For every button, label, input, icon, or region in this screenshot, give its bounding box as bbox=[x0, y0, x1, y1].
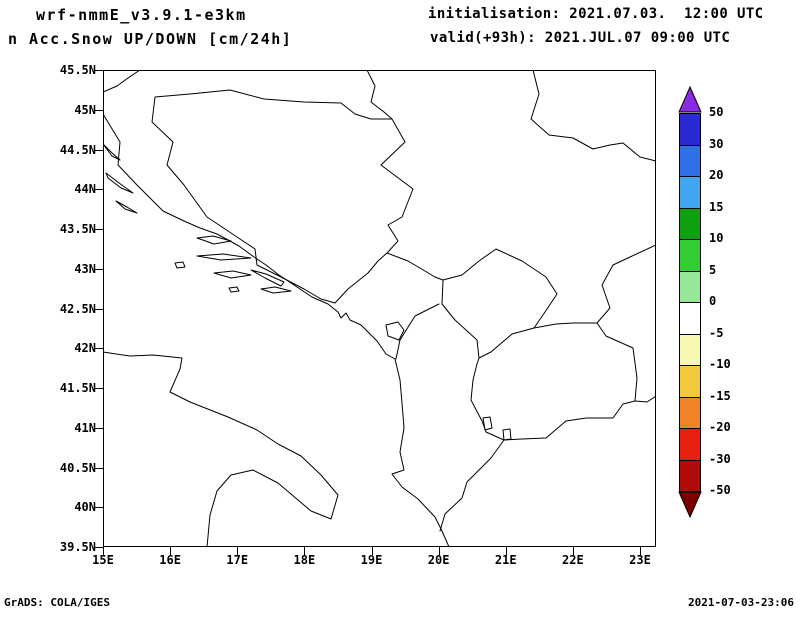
y-axis-tick-label: 40N bbox=[74, 500, 96, 515]
colorbar-segment bbox=[679, 428, 701, 461]
colorbar-arrow-bottom bbox=[678, 491, 702, 518]
x-axis-tick-label: 22E bbox=[562, 553, 584, 567]
border-serbia-romania bbox=[530, 70, 656, 162]
y-axis-tick-mark bbox=[95, 189, 103, 191]
border-montenegro-albania bbox=[395, 303, 440, 360]
init-time-label: initialisation: 2021.07.03. 12:00 UTC bbox=[428, 6, 764, 22]
colorbar-segment bbox=[679, 365, 701, 398]
colorbar-tick-label: -10 bbox=[709, 357, 731, 371]
grads-credit: GrADS: COLA/IGES bbox=[4, 596, 110, 609]
colorbar-tick-label: 30 bbox=[709, 136, 724, 151]
colorbar-tick-label: -50 bbox=[709, 483, 731, 497]
valid-time-label: valid(+93h): 2021.JUL.07 09:00 UTC bbox=[430, 30, 731, 46]
border-greece-bulgaria bbox=[634, 395, 656, 403]
y-axis-tick-label: 41.5N bbox=[59, 381, 96, 395]
colorbar-tick-label: -15 bbox=[709, 388, 731, 403]
y-axis-tick-mark bbox=[95, 109, 103, 111]
colorbar-tick-label: 15 bbox=[709, 199, 724, 214]
border-serbia-bulgaria bbox=[596, 244, 656, 324]
y-axis-tick-mark bbox=[95, 507, 103, 509]
coastline-croatia-montenegro-albania bbox=[103, 113, 450, 547]
colorbar-arrow-top bbox=[678, 86, 702, 113]
y-axis-tick-mark bbox=[95, 547, 103, 548]
coastline-italy bbox=[103, 351, 339, 547]
y-axis-tick-label: 45.5N bbox=[59, 63, 96, 77]
y-axis-tick-label: 40.5N bbox=[59, 460, 96, 475]
colorbar-tick-label: 20 bbox=[709, 168, 724, 182]
adriatic-islands bbox=[103, 143, 292, 294]
colorbar-segment bbox=[679, 396, 701, 429]
border-bosnia bbox=[151, 89, 393, 304]
y-axis-tick-mark bbox=[95, 268, 103, 270]
colorbar-tick-label: 0 bbox=[709, 294, 717, 308]
y-axis-tick-label: 43.5N bbox=[59, 222, 96, 236]
y-axis-tick-label: 42.5N bbox=[59, 301, 96, 316]
lakes-shkoder-ohrid-prespa bbox=[385, 321, 512, 441]
y-axis-tick-label: 42N bbox=[74, 341, 96, 356]
x-axis-tick-mark bbox=[371, 547, 373, 555]
y-axis-tick-mark bbox=[95, 229, 103, 230]
y-axis-tick-label: 44N bbox=[74, 182, 96, 197]
x-axis-tick-mark bbox=[572, 547, 574, 555]
border-croatia-serbia bbox=[366, 70, 393, 120]
border-montenegro-serbia bbox=[386, 252, 444, 281]
colorbar-tick-label: 5 bbox=[709, 262, 717, 277]
x-axis-tick-mark bbox=[103, 547, 104, 555]
x-axis-tick-mark bbox=[237, 547, 239, 555]
y-axis-tick-mark bbox=[95, 308, 103, 310]
border-albania-greece bbox=[439, 439, 505, 532]
colorbar-tick-label: -5 bbox=[709, 325, 724, 340]
x-axis-tick-label: 23E bbox=[629, 553, 651, 567]
border-serbia-macedonia bbox=[533, 322, 598, 329]
product-title: n Acc.Snow UP/DOWN [cm/24h] bbox=[8, 30, 293, 48]
border-macedonia-greece bbox=[503, 400, 636, 441]
x-axis-tick-label: 18E bbox=[293, 553, 316, 567]
x-axis-tick-label: 19E bbox=[360, 553, 383, 567]
x-axis-tick-label: 15E bbox=[92, 553, 114, 567]
creation-timestamp: 2021-07-03-23:06 bbox=[688, 596, 794, 609]
colorbar-tick-label: -30 bbox=[709, 451, 731, 466]
y-axis-tick-mark bbox=[95, 149, 103, 151]
map-plot bbox=[103, 70, 656, 547]
colorbar-segment bbox=[679, 270, 701, 303]
colorbar-tick-label: -20 bbox=[709, 420, 731, 434]
y-axis-tick-label: 41N bbox=[74, 420, 96, 435]
y-axis-tick-mark bbox=[95, 70, 103, 71]
colorbar-segment bbox=[679, 144, 701, 177]
border-albania-macedonia bbox=[470, 357, 505, 441]
x-axis-tick-label: 16E bbox=[159, 553, 181, 567]
y-axis-tick-label: 43N bbox=[74, 261, 96, 276]
y-axis-tick-mark bbox=[95, 388, 103, 389]
colorbar-segment bbox=[679, 113, 701, 146]
colorbar-tick-label: 50 bbox=[709, 105, 724, 119]
x-axis-tick-mark bbox=[170, 547, 172, 555]
x-axis-tick-mark bbox=[505, 547, 507, 555]
x-axis-tick-mark bbox=[304, 547, 306, 555]
colorbar-segment bbox=[679, 459, 701, 492]
colorbar-segment bbox=[679, 302, 701, 335]
y-axis-tick-mark bbox=[95, 427, 103, 429]
border-macedonia-bulgaria bbox=[596, 322, 638, 402]
x-axis-tick-label: 21E bbox=[494, 553, 517, 567]
model-title: wrf-nmmE_v3.9.1-e3km bbox=[36, 6, 247, 24]
colorbar-segment bbox=[679, 207, 701, 240]
y-axis-tick-mark bbox=[95, 467, 103, 469]
x-axis-tick-label: 17E bbox=[226, 553, 249, 567]
border-slovenia-croatia bbox=[103, 70, 141, 93]
colorbar-segment bbox=[679, 239, 701, 272]
colorbar-segment bbox=[679, 176, 701, 209]
border-kosovo bbox=[441, 248, 558, 359]
map-frame bbox=[103, 70, 656, 547]
colorbar-tick-label: 10 bbox=[709, 231, 724, 245]
x-axis-tick-mark bbox=[640, 547, 641, 555]
border-drina-bosnia-serbia bbox=[380, 118, 414, 254]
x-axis-tick-label: 20E bbox=[427, 553, 450, 567]
y-axis-tick-label: 39.5N bbox=[59, 540, 96, 554]
colorbar-segment bbox=[679, 333, 701, 366]
y-axis-tick-label: 44.5N bbox=[59, 142, 96, 157]
x-axis-tick-mark bbox=[438, 547, 440, 555]
y-axis-tick-label: 45N bbox=[74, 102, 96, 117]
y-axis-tick-mark bbox=[95, 348, 103, 350]
